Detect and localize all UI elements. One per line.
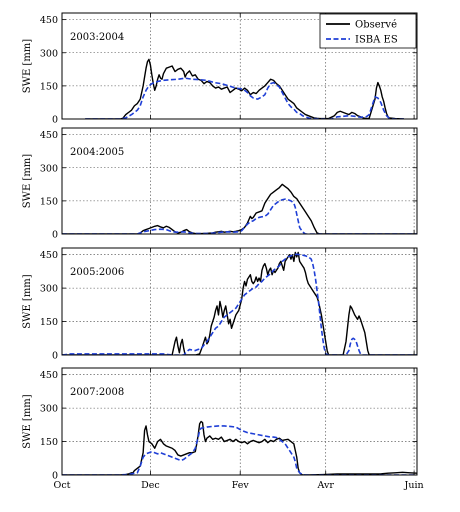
panel-2005-2006: 0 150 300 450 SWE [mm] 2005:2006 xyxy=(22,247,418,362)
panel-frame xyxy=(61,12,418,120)
series-line-observed xyxy=(62,420,417,475)
y-tick-label: 0 xyxy=(52,115,58,126)
x-tick-label: Juin xyxy=(404,480,424,491)
y-axis-label: SWE [mm] xyxy=(22,154,33,208)
y-tick-label: 150 xyxy=(40,81,58,92)
series-line-observed xyxy=(62,183,417,234)
panel-2007-2008: 0 150 300 450 SWE [mm] 2007:2008 Oct Dec Fev Avr J… xyxy=(22,367,424,491)
y-tick-label: 150 xyxy=(40,437,58,448)
y-tick-label: 300 xyxy=(40,404,58,415)
series-line-observed xyxy=(62,251,417,355)
series-line-isba xyxy=(62,198,417,234)
panel-frame xyxy=(61,127,418,235)
panel-2004-2005: 0 150 300 450 SWE [mm] 2004:2005 xyxy=(22,127,418,241)
x-tick-label: Avr xyxy=(317,480,335,491)
x-tick-label: Oct xyxy=(54,480,71,491)
y-tick-label: 300 xyxy=(40,284,58,295)
y-axis-label: SWE [mm] xyxy=(22,39,33,93)
series-line-observed xyxy=(85,58,404,119)
panel-2003-2004: 0 150 300 450 SWE [mm] 2003:2004 xyxy=(22,12,418,126)
y-tick-label: 0 xyxy=(52,471,58,482)
y-tick-label: 450 xyxy=(40,250,58,261)
y-tick-label: 300 xyxy=(40,163,58,174)
season-label: 2007:2008 xyxy=(70,387,124,398)
season-label: 2003:2004 xyxy=(70,32,124,43)
y-tick-label: 450 xyxy=(40,130,58,141)
x-tick-label: Dec xyxy=(141,480,160,491)
panel-frame xyxy=(61,367,418,476)
y-tick-label: 0 xyxy=(52,230,58,241)
season-label: 2004:2005 xyxy=(70,147,124,158)
y-tick-label: 150 xyxy=(40,317,58,328)
season-label: 2005:2006 xyxy=(70,267,124,278)
series-line-isba xyxy=(85,77,404,119)
y-axis-label: SWE [mm] xyxy=(22,274,33,328)
series-line-isba xyxy=(62,253,417,355)
y-tick-label: 150 xyxy=(40,196,58,207)
y-axis-label: SWE [mm] xyxy=(22,394,33,448)
y-tick-label: 450 xyxy=(40,370,58,381)
panel-frame xyxy=(61,247,418,356)
y-tick-label: 450 xyxy=(40,15,58,26)
x-tick-label: Fev xyxy=(232,480,250,491)
legend-box xyxy=(319,13,417,49)
legend: Observé ISBA ES xyxy=(319,13,417,49)
panels-group: 0 150 300 450 SWE [mm] 2003:2004 0 150 300 450 SWE… xyxy=(22,12,424,491)
legend-label: ISBA ES xyxy=(355,35,398,46)
y-tick-label: 0 xyxy=(52,351,58,362)
legend-label: Observé xyxy=(355,20,397,31)
series-line-isba xyxy=(62,425,417,475)
y-tick-label: 300 xyxy=(40,48,58,59)
